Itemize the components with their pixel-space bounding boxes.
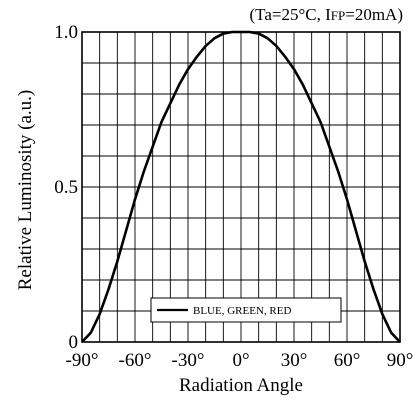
x-tick-label: 60°	[334, 350, 361, 371]
x-tick-label: 30°	[281, 350, 308, 371]
x-tick-label: -90°	[66, 350, 99, 371]
legend-label: BLUE, GREEN, RED	[193, 305, 291, 317]
x-tick-label: -30°	[172, 350, 205, 371]
y-tick-labels: 0 0.5 1.0	[54, 22, 78, 353]
y-tick-label: 0	[69, 332, 79, 353]
condition-close: =20mA)	[345, 5, 403, 24]
condition-open: (Ta=25°C, I	[249, 5, 331, 24]
x-tick-label: 0°	[232, 350, 249, 371]
plot-frame	[81, 31, 401, 343]
x-tick-labels: -90° -60° -30° 0° 30° 60° 90°	[66, 350, 414, 371]
y-axis-title: Relative Luminosity (a.u.)	[15, 90, 36, 291]
x-tick-label: -60°	[119, 350, 152, 371]
y-tick-label: 0.5	[54, 177, 78, 198]
x-tick-label: 90°	[387, 350, 414, 371]
x-axis-title: Radiation Angle	[179, 375, 303, 396]
legend: BLUE, GREEN, RED	[150, 297, 342, 323]
condition-sub: FP	[331, 8, 345, 23]
condition-label: (Ta=25°C, IFP=20mA)	[249, 5, 403, 24]
grid	[82, 32, 400, 342]
y-tick-label: 1.0	[54, 22, 78, 43]
